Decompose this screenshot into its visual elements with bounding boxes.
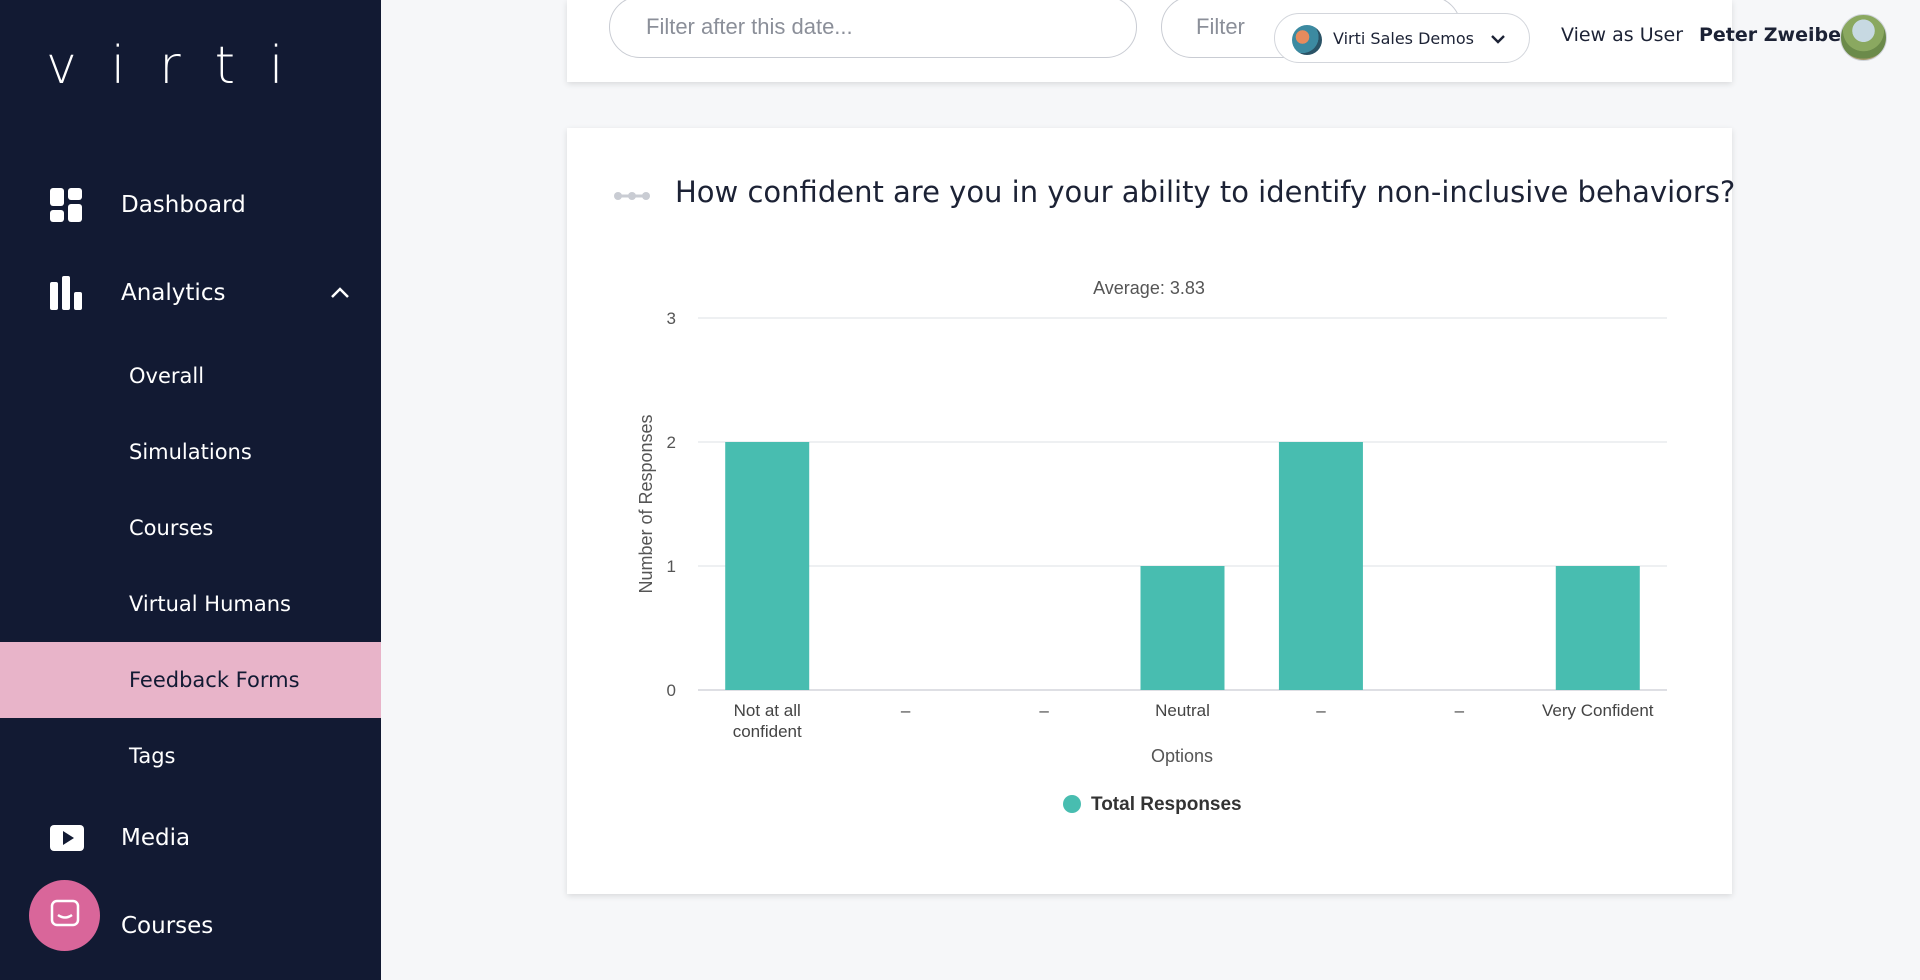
y-tick-label: 3 [667, 309, 676, 328]
filter-bar: Filter after this date... Filter [567, 0, 1732, 82]
analytics-icon [50, 276, 84, 310]
x-tick-label: Not at all confident [733, 701, 802, 741]
bar[interactable] [1555, 566, 1640, 690]
sidebar-item-label: Simulations [129, 440, 252, 464]
organisation-select[interactable]: Virti Sales Demos [1274, 13, 1530, 63]
chart-legend[interactable]: Total Responses [1063, 794, 1242, 815]
x-tick-label: – [1316, 701, 1326, 720]
x-tick-label: – [901, 701, 911, 720]
chat-launcher-button[interactable] [29, 880, 100, 951]
sidebar-item-label: Dashboard [121, 192, 246, 218]
bar[interactable] [725, 442, 810, 690]
view-as-user-link[interactable]: View as User [1561, 24, 1684, 46]
sidebar-item-overall[interactable]: Overall [0, 338, 381, 414]
sidebar-item-virtual-humans[interactable]: Virtual Humans [0, 566, 381, 642]
x-axis-label: Options [1151, 746, 1213, 766]
legend-marker [1063, 795, 1081, 813]
responses-bar-chart: Average: 3.83 0 1 2 3 Not at all confident – –… [636, 278, 1667, 815]
sidebar-item-label: Courses [121, 913, 214, 939]
sidebar-item-courses[interactable]: Courses [0, 891, 381, 961]
x-tick-label: – [1039, 701, 1049, 720]
y-tick-label: 0 [667, 681, 676, 700]
dashboard-icon [50, 188, 84, 222]
y-tick-label: 1 [667, 557, 676, 576]
sidebar-item-analytics[interactable]: Analytics [0, 258, 381, 328]
user-avatar[interactable] [1840, 14, 1887, 61]
user-name[interactable]: Peter Zweibel [1699, 24, 1848, 46]
question-title: How confident are you in your ability to… [675, 175, 1736, 209]
x-tick-label: Very Confident [1542, 701, 1654, 720]
feedback-question-card: How confident are you in your ability to… [567, 128, 1736, 894]
sidebar-item-label: Courses [129, 516, 214, 540]
chat-icon [50, 899, 80, 933]
sidebar-item-feedback-forms[interactable]: Feedback Forms [0, 642, 381, 718]
sidebar-item-dashboard[interactable]: Dashboard [0, 170, 381, 240]
sidebar-item-tags[interactable]: Tags [0, 718, 381, 794]
x-tick-label: Neutral [1155, 701, 1210, 720]
sidebar-item-simulations[interactable]: Simulations [0, 414, 381, 490]
sidebar-item-media[interactable]: Media [0, 803, 381, 873]
y-tick-label: 2 [667, 433, 676, 452]
sidebar-item-label: Tags [129, 744, 176, 768]
organisation-label: Virti Sales Demos [1333, 28, 1474, 48]
sidebar-item-label: Feedback Forms [129, 668, 300, 692]
date-after-filter-input[interactable]: Filter after this date... [609, 0, 1137, 58]
sidebar-item-courses-analytics[interactable]: Courses [0, 490, 381, 566]
legend-label: Total Responses [1091, 794, 1242, 815]
drag-handle-icon[interactable] [613, 188, 651, 202]
sidebar-item-label: Virtual Humans [129, 592, 291, 616]
virti-logo[interactable]: virti [46, 36, 318, 96]
x-tick-label: – [1455, 701, 1465, 720]
bar[interactable] [1278, 442, 1363, 690]
chevron-down-icon [1489, 30, 1507, 48]
chevron-up-icon[interactable] [329, 282, 351, 304]
bar[interactable] [1140, 566, 1225, 690]
sidebar-item-label: Media [121, 825, 191, 851]
y-axis-label: Number of Responses [636, 414, 656, 593]
organisation-avatar [1292, 25, 1322, 55]
media-icon [50, 821, 84, 855]
chart-title: Average: 3.83 [1093, 278, 1205, 298]
sidebar-item-label: Analytics [121, 280, 226, 306]
sidebar: virti Dashboard Analytics Overall [0, 0, 381, 980]
sidebar-item-label: Overall [129, 364, 205, 388]
